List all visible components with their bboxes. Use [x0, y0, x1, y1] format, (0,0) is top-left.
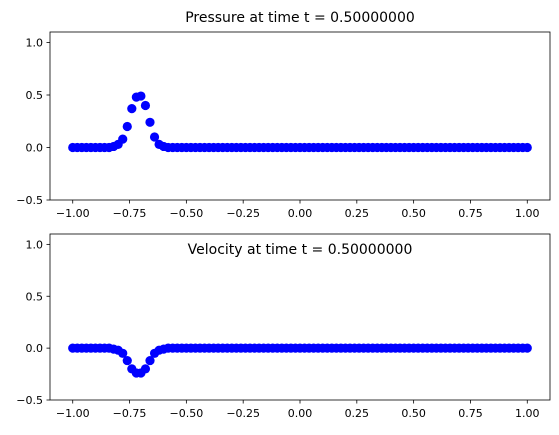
pressure-data-point: [127, 104, 137, 114]
velocity-points: [68, 343, 532, 378]
pressure-data-point: [140, 100, 151, 111]
pressure-y-tick-label: 0.5: [26, 89, 44, 102]
velocity-y-tick-label: 0.0: [26, 342, 44, 355]
velocity-x-tick-label: −1.00: [56, 407, 90, 420]
pressure-x-ticks: −1.00 −0.75 −0.50 −0.25 0.00 0.25 0.50 0.75 1.00: [56, 200, 540, 220]
velocity-x-tick-label: 1.00: [515, 407, 540, 420]
velocity-title: Velocity at time t = 0.50000000: [188, 242, 413, 258]
pressure-x-tick-label: 0.25: [345, 207, 370, 220]
pressure-data-point: [145, 117, 155, 127]
pressure-data-point: [522, 142, 532, 153]
pressure-x-tick-label: −0.25: [226, 207, 260, 220]
pressure-data-point: [122, 121, 132, 132]
velocity-subplot: −1.00 −0.75 −0.50 −0.25 0.00 0.25 0.50 0.75 1.00…: [16, 233, 551, 420]
velocity-x-tick-label: 0.75: [458, 407, 483, 420]
pressure-x-tick-label: 0.75: [458, 207, 483, 220]
pressure-data-point: [118, 134, 128, 144]
pressure-x-tick-label: 0.50: [401, 207, 426, 220]
pressure-subplot: Pressure at time t = 0.50000000 −1.00 −0.…: [16, 10, 551, 220]
pressure-y-ticks: −0.5 0.0 0.5 1.0: [16, 37, 50, 207]
pressure-y-tick-label: 1.0: [26, 37, 44, 50]
velocity-y-tick-label: 0.5: [26, 290, 44, 303]
velocity-x-tick-label: −0.50: [170, 407, 204, 420]
velocity-x-ticks: −1.00 −0.75 −0.50 −0.25 0.00 0.25 0.50 0.75 1.00: [56, 400, 540, 420]
pressure-points: [68, 91, 532, 153]
pressure-x-tick-label: −1.00: [56, 207, 90, 220]
pressure-y-tick-label: 0.0: [26, 142, 44, 155]
velocity-data-point: [118, 348, 128, 358]
velocity-data-point: [140, 364, 151, 374]
velocity-y-ticks: −0.5 0.0 0.5 1.0: [16, 238, 50, 407]
velocity-x-tick-label: 0.50: [401, 407, 426, 420]
velocity-x-tick-label: −0.75: [113, 407, 147, 420]
pressure-x-tick-label: −0.75: [113, 207, 147, 220]
velocity-data-point: [145, 355, 155, 366]
velocity-x-tick-label: −0.25: [226, 407, 260, 420]
pressure-title: Pressure at time t = 0.50000000: [185, 10, 415, 26]
pressure-x-tick-label: −0.50: [170, 207, 204, 220]
velocity-x-tick-label: 0.25: [345, 407, 370, 420]
pressure-data-point: [136, 91, 146, 101]
velocity-y-tick-label: 1.0: [26, 238, 44, 251]
pressure-x-tick-label: 0.00: [288, 207, 313, 220]
velocity-data-point: [122, 355, 132, 366]
pressure-x-tick-label: 1.00: [515, 207, 540, 220]
velocity-x-tick-label: 0.00: [288, 407, 313, 420]
pressure-data-point: [149, 132, 160, 142]
pressure-y-tick-label: −0.5: [16, 194, 43, 207]
velocity-y-tick-label: −0.5: [16, 394, 43, 407]
velocity-data-point: [522, 343, 532, 353]
